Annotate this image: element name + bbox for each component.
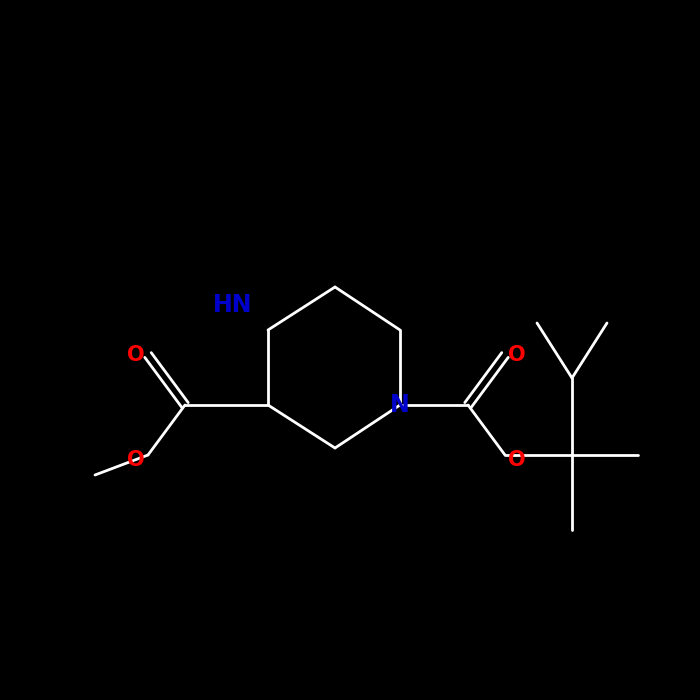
Text: O: O: [508, 450, 526, 470]
Text: O: O: [508, 345, 526, 365]
Text: O: O: [127, 450, 145, 470]
Text: HN: HN: [214, 293, 253, 317]
Text: N: N: [390, 393, 410, 417]
Text: O: O: [127, 345, 145, 365]
